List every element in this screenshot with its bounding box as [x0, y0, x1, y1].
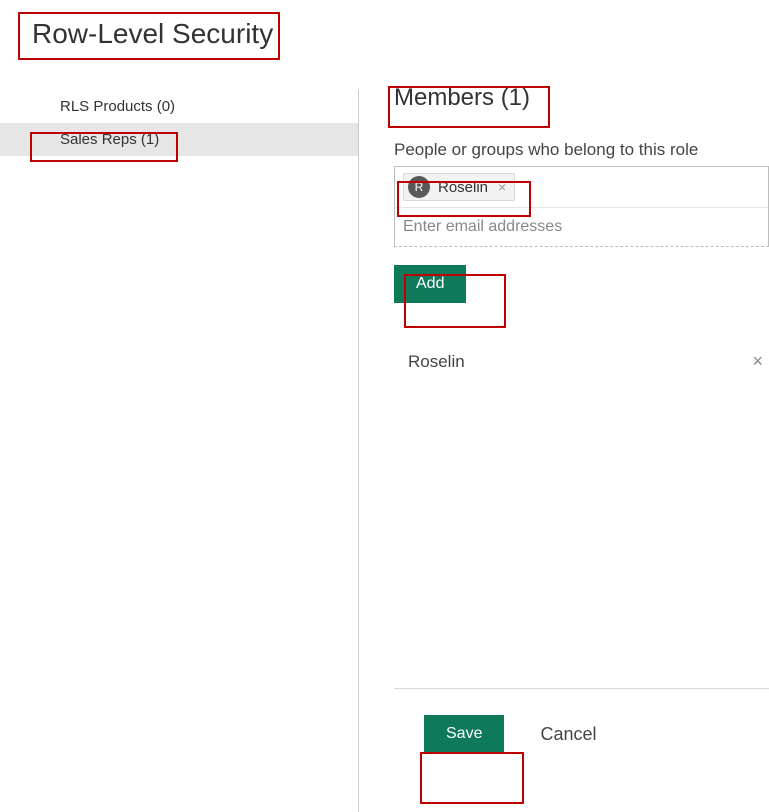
member-remove-icon[interactable]: ×: [748, 347, 767, 376]
roles-panel: RLS Products (0) Sales Reps (1): [0, 84, 358, 753]
member-list: Roselin ×: [394, 343, 769, 689]
footer-actions: Save Cancel: [394, 715, 769, 753]
members-input-box: R Roselin ×: [394, 166, 769, 247]
chip-row: R Roselin ×: [395, 167, 768, 208]
avatar-icon: R: [408, 176, 430, 198]
members-panel: Members (1) People or groups who belong …: [394, 84, 769, 753]
member-name: Roselin: [408, 352, 465, 372]
panel-divider: [358, 90, 359, 812]
chip-remove-icon[interactable]: ×: [496, 179, 508, 195]
cancel-button[interactable]: Cancel: [540, 724, 596, 745]
email-input[interactable]: [395, 208, 768, 246]
members-subtitle: People or groups who belong to this role: [394, 140, 769, 160]
main-area: RLS Products (0) Sales Reps (1) Members …: [0, 84, 769, 753]
add-button[interactable]: Add: [394, 265, 466, 303]
role-item-sales-reps[interactable]: Sales Reps (1): [0, 123, 358, 156]
member-chip[interactable]: R Roselin ×: [403, 173, 515, 201]
role-item-rls-products[interactable]: RLS Products (0): [0, 90, 358, 123]
members-title: Members (1): [394, 84, 769, 112]
chip-label: Roselin: [438, 179, 488, 196]
page-title: Row-Level Security: [32, 18, 273, 50]
save-button[interactable]: Save: [424, 715, 504, 753]
member-row: Roselin ×: [394, 343, 769, 380]
highlight-save-button: [420, 752, 524, 804]
